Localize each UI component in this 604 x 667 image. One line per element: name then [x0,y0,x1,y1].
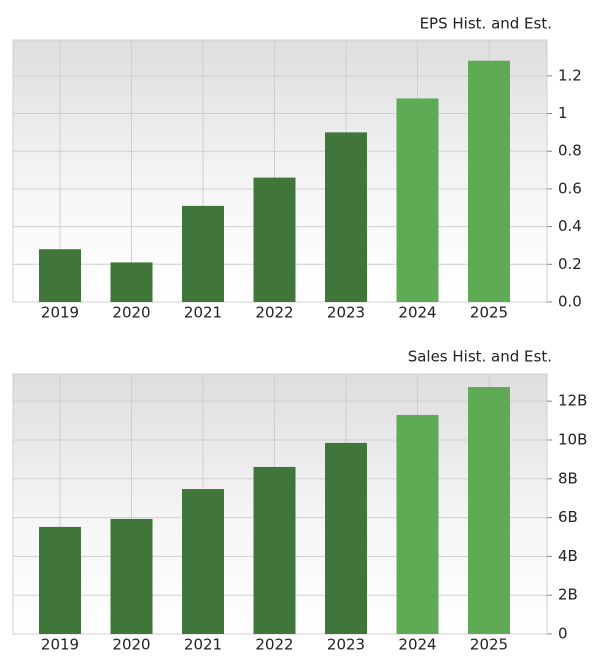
x-tick-label: 2024 [398,304,436,322]
y-tick-label: 0 [558,625,568,643]
bar [110,518,153,634]
x-tick-label: 2020 [112,304,150,322]
y-tick-label: 0.4 [558,217,582,235]
y-tick-label: 0.8 [558,142,582,160]
bar [39,249,81,302]
y-tick-label: 0.6 [558,179,582,197]
y-tick-label: 12B [558,392,587,410]
y-tick-label: 6B [558,508,578,526]
x-tick-label: 2024 [398,636,436,654]
x-tick-label: 2023 [327,304,365,322]
x-tick-label: 2019 [41,636,79,654]
y-tick-label: 8B [558,469,578,487]
bar [182,489,224,634]
chart-title: Sales Hist. and Est. [408,348,552,366]
x-tick-label: 2025 [470,636,508,654]
y-tick-label: 10B [558,430,587,448]
bar [182,205,224,302]
y-tick-label: 4B [558,547,578,565]
bar [396,414,439,634]
y-tick-label: 1.2 [558,66,582,84]
bar [468,60,510,303]
bar [39,526,81,634]
y-tick-label: 2B [558,586,578,604]
bar [253,177,296,302]
bar [396,98,439,302]
bar [253,466,296,634]
y-tick-label: 0.0 [558,293,582,311]
x-tick-label: 2021 [184,636,222,654]
x-tick-label: 2022 [255,636,293,654]
x-tick-label: 2019 [41,304,79,322]
y-tick-label: 1 [558,104,568,122]
y-tick-label: 0.2 [558,255,582,273]
bar [325,442,367,634]
x-tick-label: 2020 [112,636,150,654]
bar [110,262,153,302]
x-tick-label: 2022 [255,304,293,322]
x-tick-label: 2023 [327,636,365,654]
bar [468,387,510,634]
bar [325,132,367,302]
x-tick-label: 2025 [470,304,508,322]
chart-title: EPS Hist. and Est. [420,15,552,33]
x-tick-label: 2021 [184,304,222,322]
